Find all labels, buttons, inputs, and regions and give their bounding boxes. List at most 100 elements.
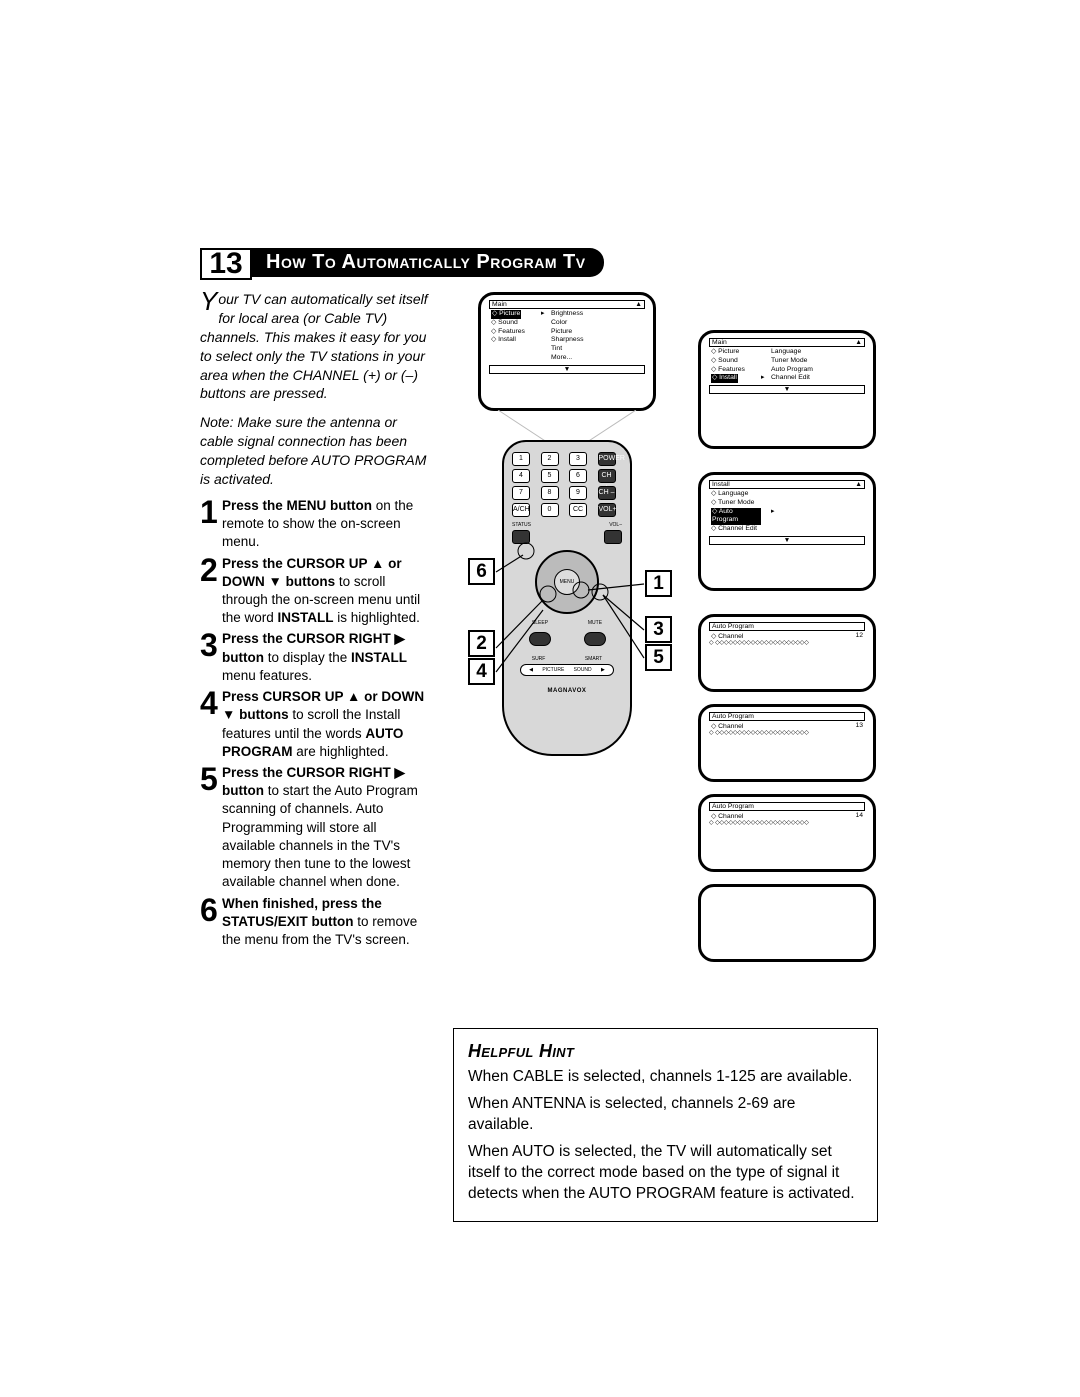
- step-number: 2: [200, 555, 222, 628]
- title-row: 13 How To Automatically Program Tv: [200, 248, 880, 280]
- dropcap: Y: [200, 290, 217, 313]
- dpad: MENU: [535, 550, 599, 614]
- remote-key-cc[interactable]: CC: [569, 503, 587, 517]
- menu-row: ◇ FeaturesPicture: [489, 328, 645, 337]
- menu-row: ◇ FeaturesAuto Program: [709, 366, 865, 375]
- surf-label: SURF: [532, 656, 546, 662]
- tv-screen-main-picture: Main▲ ◇ Picture▸Brightness◇ SoundColor◇ …: [478, 292, 656, 411]
- remote-key-5[interactable]: 5: [541, 469, 559, 483]
- remote-brand: MAGNAVOX: [512, 688, 622, 694]
- sleep-label: SLEEP: [532, 620, 548, 626]
- menu-row: ◇ PictureLanguage: [709, 348, 865, 357]
- remote-key-9[interactable]: 9: [569, 486, 587, 500]
- hint-para-2: When ANTENNA is selected, channels 2-69 …: [468, 1094, 863, 1136]
- step-5: 5Press the CURSOR RIGHT ▶ button to star…: [200, 764, 430, 892]
- step-text: Press the CURSOR RIGHT ▶ button to displ…: [222, 630, 430, 685]
- remote-key-2[interactable]: 2: [541, 452, 559, 466]
- menu-row: ◇ Auto Program▸: [709, 508, 865, 526]
- menu-title: Auto Program: [712, 803, 754, 810]
- tv-screen-blank: [698, 884, 876, 962]
- remote-key-3[interactable]: 3: [569, 452, 587, 466]
- tv-screen-autoprogram-14: Auto Program ◇ Channel14 ◇ ◇◇◇◇◇◇◇◇◇◇◇◇◇…: [698, 794, 876, 872]
- remote-key-ach[interactable]: A/CH: [512, 503, 530, 517]
- helpful-hint-box: Helpful Hint When CABLE is selected, cha…: [453, 1028, 878, 1222]
- sleep-button[interactable]: [529, 632, 551, 646]
- menu-row: ◇ Install▸Channel Edit: [709, 374, 865, 383]
- tv-screen-autoprogram-13: Auto Program ◇ Channel13 ◇ ◇◇◇◇◇◇◇◇◇◇◇◇◇…: [698, 704, 876, 782]
- note-text: Note: Make sure the antenna or cable sig…: [200, 413, 430, 489]
- remote-key-vol[interactable]: VOL+: [598, 503, 616, 517]
- menu-title: Auto Program: [712, 713, 754, 720]
- step-number: 5: [200, 764, 222, 892]
- menu-row: ◇ Channel Edit: [709, 525, 865, 534]
- right-icon[interactable]: ▶: [601, 667, 605, 673]
- channel-value: 13: [855, 722, 863, 730]
- mute-label: MUTE: [588, 620, 602, 626]
- step-1: 1Press the MENU button on the remote to …: [200, 497, 430, 552]
- step-4: 4Press CURSOR UP ▲ or DOWN ▼ buttons to …: [200, 688, 430, 761]
- step-number: 4: [200, 688, 222, 761]
- callout-6: 6: [468, 558, 495, 585]
- step-text: Press the MENU button on the remote to s…: [222, 497, 430, 552]
- step-text: Press the CURSOR UP ▲ or DOWN ▼ buttons …: [222, 555, 430, 628]
- callout-2: 2: [468, 630, 495, 657]
- sound-button[interactable]: SOUND: [574, 667, 592, 673]
- hint-para-3: When AUTO is selected, the TV will autom…: [468, 1142, 863, 1205]
- up-icon: ▲: [855, 339, 862, 346]
- instructions-column: Your TV can automatically set itself for…: [200, 290, 430, 952]
- section-number: 13: [200, 248, 252, 280]
- callout-4: 4: [468, 658, 495, 685]
- menu-button[interactable]: MENU: [554, 569, 580, 595]
- up-icon: ▲: [855, 481, 862, 488]
- menu-title: Auto Program: [712, 623, 754, 630]
- step-text: Press the CURSOR RIGHT ▶ button to start…: [222, 764, 430, 892]
- page-title: How To Automatically Program Tv: [252, 248, 604, 277]
- vol-minus-button[interactable]: [604, 530, 622, 544]
- hint-para-1: When CABLE is selected, channels 1-125 a…: [468, 1067, 863, 1088]
- menu-title: Main: [492, 301, 507, 308]
- remote-keypad: 123 POWER 456 CH + 789 CH – A/CH 0 CC VOL+: [512, 452, 622, 517]
- channel-value: 12: [855, 632, 863, 640]
- status-label: STATUS: [512, 522, 531, 528]
- menu-title: Main: [712, 339, 727, 346]
- remote-key-4[interactable]: 4: [512, 469, 530, 483]
- menu-title: Install: [712, 481, 730, 488]
- callout-3: 3: [645, 616, 672, 643]
- callout-5: 5: [645, 644, 672, 671]
- tv-screen-autoprogram-12: Auto Program ◇ Channel12 ◇ ◇◇◇◇◇◇◇◇◇◇◇◇◇…: [698, 614, 876, 692]
- status-button[interactable]: [512, 530, 530, 544]
- step-text: Press CURSOR UP ▲ or DOWN ▼ buttons to s…: [222, 688, 430, 761]
- mute-button[interactable]: [584, 632, 606, 646]
- callout-1: 1: [645, 570, 672, 597]
- left-icon[interactable]: ◀: [529, 667, 533, 673]
- hint-title: Helpful Hint: [468, 1039, 863, 1063]
- intro-text: Your TV can automatically set itself for…: [200, 290, 430, 403]
- remote-key-6[interactable]: 6: [569, 469, 587, 483]
- menu-row: ◇ SoundTuner Mode: [709, 357, 865, 366]
- menu-row: ◇ Tuner Mode: [709, 499, 865, 508]
- smart-label: SMART: [585, 656, 602, 662]
- picture-button[interactable]: PICTURE: [542, 667, 564, 673]
- step-text: When finished, press the STATUS/EXIT but…: [222, 895, 430, 950]
- step-2: 2Press the CURSOR UP ▲ or DOWN ▼ buttons…: [200, 555, 430, 628]
- menu-row: More...: [489, 354, 645, 363]
- tv-screen-install-menu: Install▲ ◇ Language◇ Tuner Mode◇ Auto Pr…: [698, 472, 876, 591]
- remote-key-1[interactable]: 1: [512, 452, 530, 466]
- channel-label: Channel: [718, 633, 743, 640]
- remote-key-ch[interactable]: CH –: [598, 486, 616, 500]
- remote-control: 123 POWER 456 CH + 789 CH – A/CH 0 CC VOL+ STATUS…: [502, 440, 632, 756]
- remote-key-power[interactable]: POWER: [598, 452, 616, 466]
- remote-key-ch[interactable]: CH +: [598, 469, 616, 483]
- channel-value: 14: [855, 812, 863, 820]
- menu-row: Tint: [489, 345, 645, 354]
- channel-label: Channel: [718, 723, 743, 730]
- remote-key-7[interactable]: 7: [512, 486, 530, 500]
- intro-body: our TV can automatically set itself for …: [200, 291, 428, 401]
- step-3: 3Press the CURSOR RIGHT ▶ button to disp…: [200, 630, 430, 685]
- remote-key-8[interactable]: 8: [541, 486, 559, 500]
- menu-row: ◇ Picture▸Brightness: [489, 310, 645, 319]
- step-6: 6When finished, press the STATUS/EXIT bu…: [200, 895, 430, 950]
- remote-key-0[interactable]: 0: [541, 503, 559, 517]
- tv-screen-main-install: Main ▲ ◇ PictureLanguage◇ SoundTuner Mode…: [698, 330, 876, 449]
- diagram-column: Main▲ ◇ Picture▸Brightness◇ SoundColor◇ …: [448, 290, 880, 952]
